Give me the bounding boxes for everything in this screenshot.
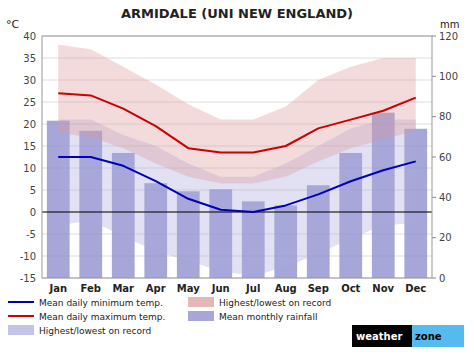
- temp-line: [58, 93, 416, 152]
- y-tick-label: 25: [23, 97, 36, 108]
- legend-swatch: [8, 301, 34, 303]
- legend-item: Highest/lowest on record: [188, 297, 331, 308]
- y-tick-label: 30: [23, 75, 36, 86]
- x-tick-label: Jun: [211, 283, 230, 294]
- y2-tick-label: 20: [439, 232, 452, 243]
- y-tick-label: 35: [23, 53, 36, 64]
- legend-item: Mean daily maximum temp.: [8, 312, 165, 322]
- grid: [42, 36, 432, 278]
- logo-left: [352, 325, 412, 347]
- x-tick-label: Oct: [341, 283, 360, 294]
- plot-frame: [42, 36, 432, 278]
- y-tick-label: -10: [20, 251, 36, 262]
- y-tick-label: 5: [30, 185, 36, 196]
- y2-axis-label: mm: [440, 19, 459, 30]
- x-tick-label: Nov: [372, 283, 394, 294]
- y2-tick: [432, 197, 436, 198]
- legend-item: Mean monthly rainfall: [188, 311, 317, 322]
- legend-label: Mean daily maximum temp.: [39, 312, 165, 322]
- y2-tick: [432, 76, 436, 77]
- y-axis-label: °C: [6, 18, 20, 31]
- legend-item: Mean daily minimum temp.: [8, 298, 163, 308]
- plot-area: [42, 45, 432, 278]
- y2-tick: [432, 157, 436, 158]
- temp-line: [58, 157, 416, 212]
- x-tick-label: Jul: [245, 283, 260, 294]
- title: ARMIDALE (UNI NEW ENGLAND): [121, 6, 353, 21]
- logo-right: [412, 325, 464, 347]
- x-tick-label: Jan: [48, 283, 67, 294]
- logo: weather zone: [352, 325, 464, 347]
- x-tick-label: Dec: [405, 283, 426, 294]
- legend-item: Highest/lowest on record: [8, 325, 151, 336]
- chart: ARMIDALE (UNI NEW ENGLAND) -15 -10 -5 0 5 10 15…: [0, 0, 474, 355]
- y2-tick-label: 80: [439, 111, 452, 122]
- y2-tick-label: 40: [439, 192, 452, 203]
- legend-label: Mean daily minimum temp.: [39, 298, 163, 308]
- legend: Mean daily minimum temp. Mean daily maxim…: [8, 297, 331, 336]
- x-tick-label: Aug: [275, 283, 297, 294]
- y2-tick: [432, 237, 436, 238]
- y2-tick: [432, 278, 436, 279]
- y-tick-label: 0: [30, 207, 36, 218]
- y-tick-label: -15: [20, 273, 36, 284]
- annotation: weather: [356, 331, 402, 342]
- x-tick-label: May: [177, 283, 200, 294]
- background: [0, 0, 474, 355]
- x-tick-label: Sep: [308, 283, 329, 294]
- y-tick-label: 40: [23, 31, 36, 42]
- legend-label: Highest/lowest on record: [39, 326, 151, 336]
- y-tick-label: -5: [26, 229, 36, 240]
- legend-swatch: [188, 311, 214, 321]
- legend-swatch: [8, 325, 34, 335]
- y2-tick-label: 0: [439, 273, 445, 284]
- y2-tick: [432, 36, 436, 37]
- legend-swatch: [188, 297, 214, 307]
- legend-label: Highest/lowest on record: [219, 298, 331, 308]
- y-tick-label: 15: [23, 141, 36, 152]
- legend-swatch: [8, 315, 34, 317]
- legend-label: Mean monthly rainfall: [219, 312, 317, 322]
- x-tick-label: Feb: [81, 283, 101, 294]
- y-tick-label: 10: [23, 163, 36, 174]
- y2-tick-label: 60: [439, 152, 452, 163]
- y-tick-label: 20: [23, 119, 36, 130]
- y2-tick-label: 100: [439, 71, 458, 82]
- x-tick-label: Apr: [146, 283, 166, 294]
- annotation: zone: [415, 331, 442, 342]
- y2-tick-label: 120: [439, 31, 458, 42]
- y2-tick: [432, 116, 436, 117]
- x-tick-label: Mar: [112, 283, 134, 294]
